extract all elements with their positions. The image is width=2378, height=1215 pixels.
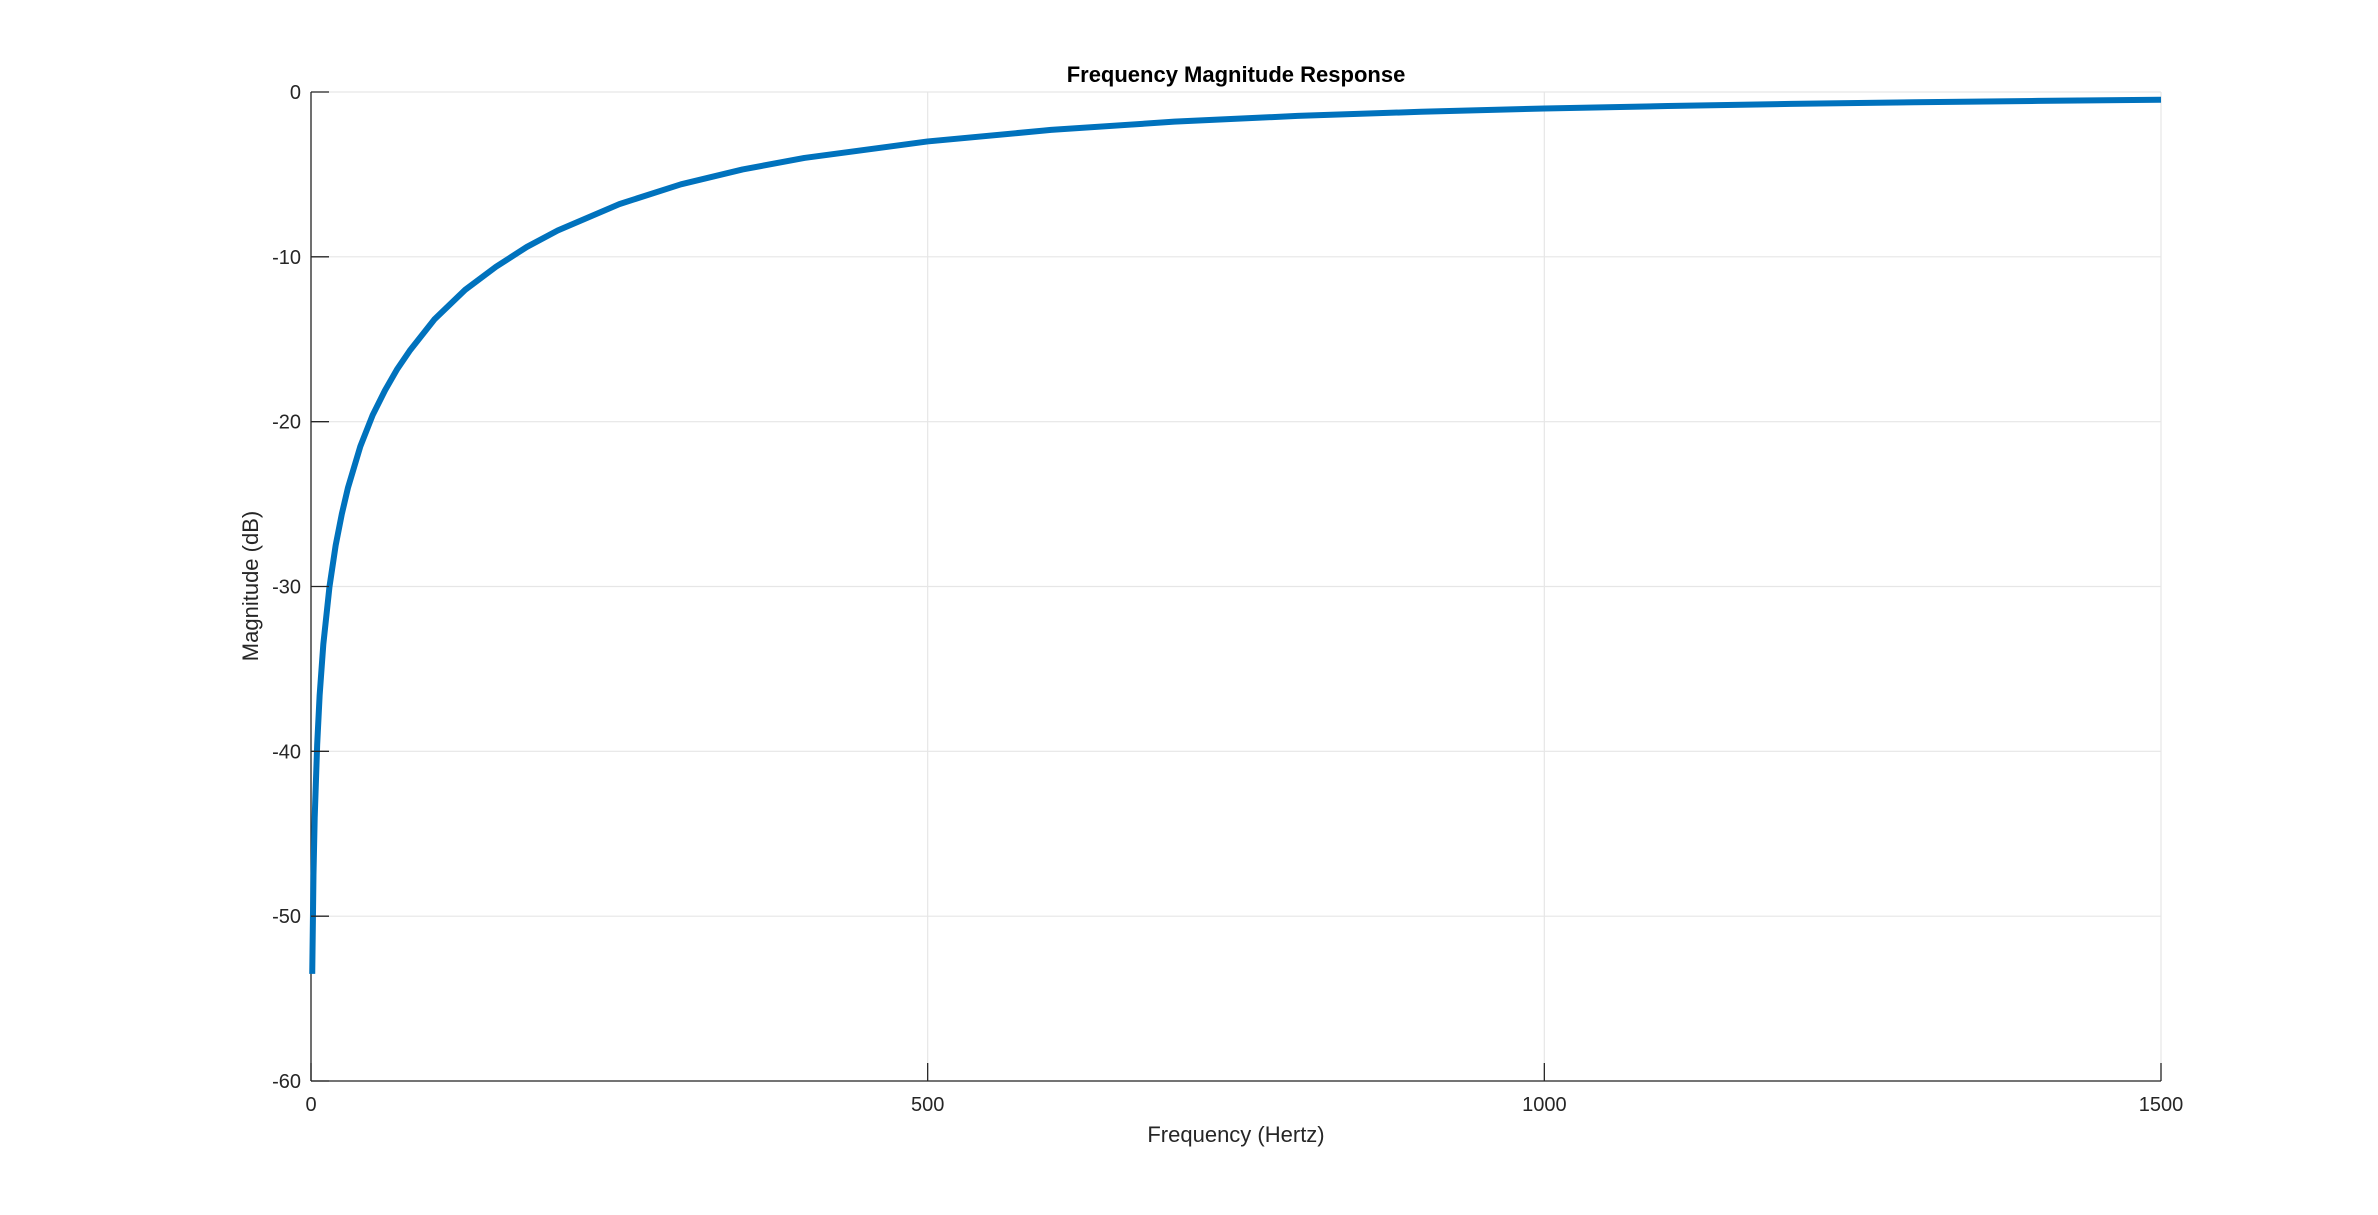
x-tick-label: 0 xyxy=(305,1094,316,1116)
y-tick-label: -30 xyxy=(272,577,301,599)
chart-title: Frequency Magnitude Response xyxy=(1067,62,1406,87)
y-tick-label: 0 xyxy=(290,82,301,104)
x-axis-label: Frequency (Hertz) xyxy=(1147,1122,1324,1147)
y-tick-label: -40 xyxy=(272,741,301,763)
y-tick-label: -20 xyxy=(272,412,301,434)
ticks: 0 500 1000 1500 0 -10 -20 -30 -40 -50 -60 xyxy=(272,82,2183,1116)
x-tick-label: 1500 xyxy=(2139,1094,2184,1116)
y-axis-label: Magnitude (dB) xyxy=(238,511,263,661)
series-line-0 xyxy=(309,96,2162,974)
plot-area xyxy=(309,96,2162,974)
y-tick-label: -50 xyxy=(272,906,301,928)
y-tick-label: -60 xyxy=(272,1071,301,1093)
y-tick-label: -10 xyxy=(272,247,301,269)
x-tick-label: 500 xyxy=(911,1094,944,1116)
x-tick-label: 1000 xyxy=(1522,1094,1567,1116)
